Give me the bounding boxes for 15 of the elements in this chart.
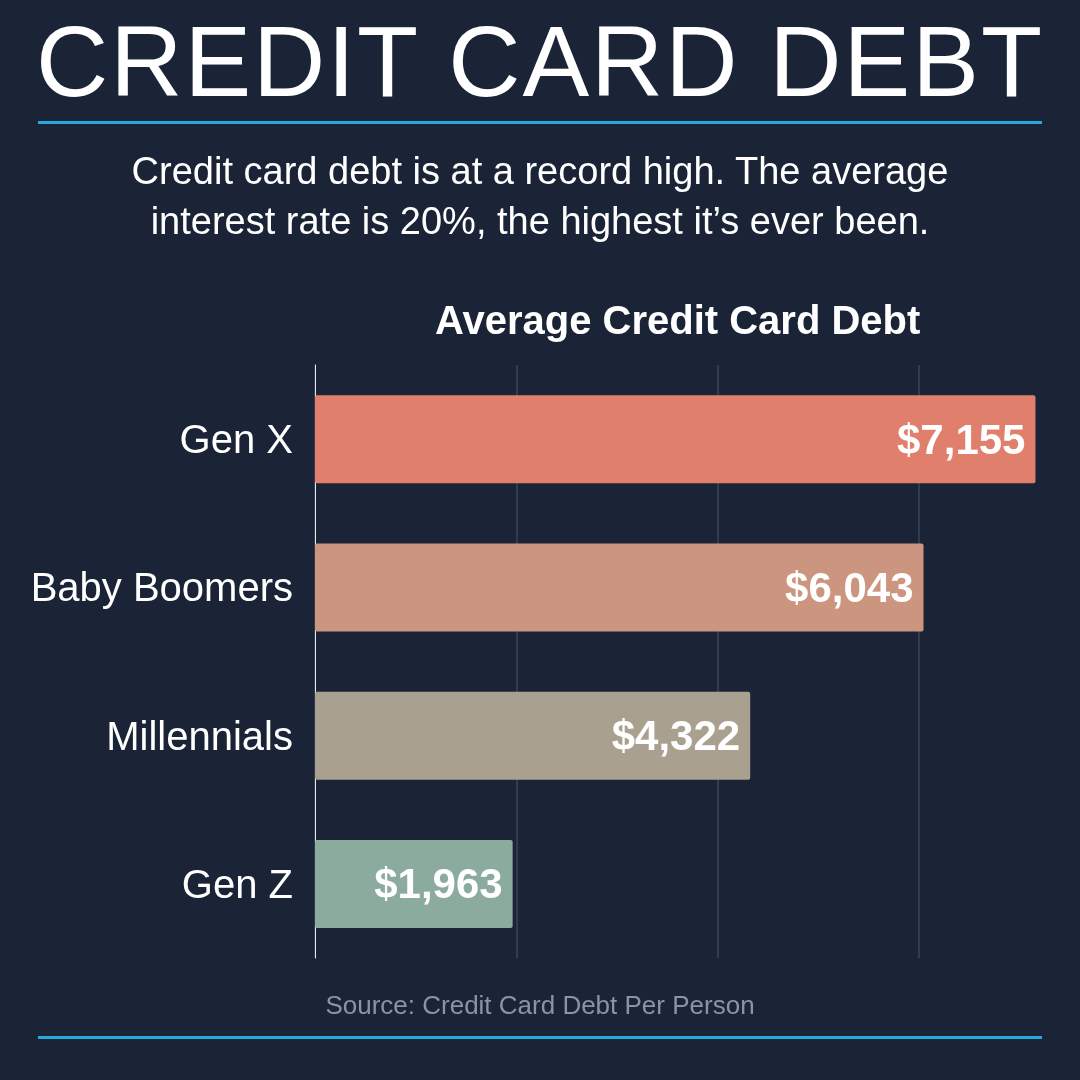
- y-tick-label: Baby Boomers: [30, 565, 293, 610]
- bar: [315, 543, 924, 632]
- y-tick-label: Gen Z: [181, 861, 293, 906]
- data-label: $1,963: [374, 860, 503, 908]
- data-label: $4,322: [611, 712, 741, 760]
- data-label: $6,043: [785, 563, 914, 611]
- chart-subtitle: Credit card debt is at a record high. The average interest rate is 20%, the highest it’s ever been.: [130, 149, 950, 244]
- source-note: Source: Credit Card Debt Per Person: [325, 990, 755, 1020]
- bar: [315, 395, 1036, 484]
- chart-title: CREDIT CARD DEBT: [35, 4, 1045, 119]
- text: Average Credit Card Debt: [435, 298, 921, 342]
- y-tick-label: Millennials: [106, 713, 293, 758]
- bar: [315, 691, 751, 780]
- data-label: $7,155: [897, 415, 1026, 463]
- y-tick-label: Gen X: [179, 417, 293, 462]
